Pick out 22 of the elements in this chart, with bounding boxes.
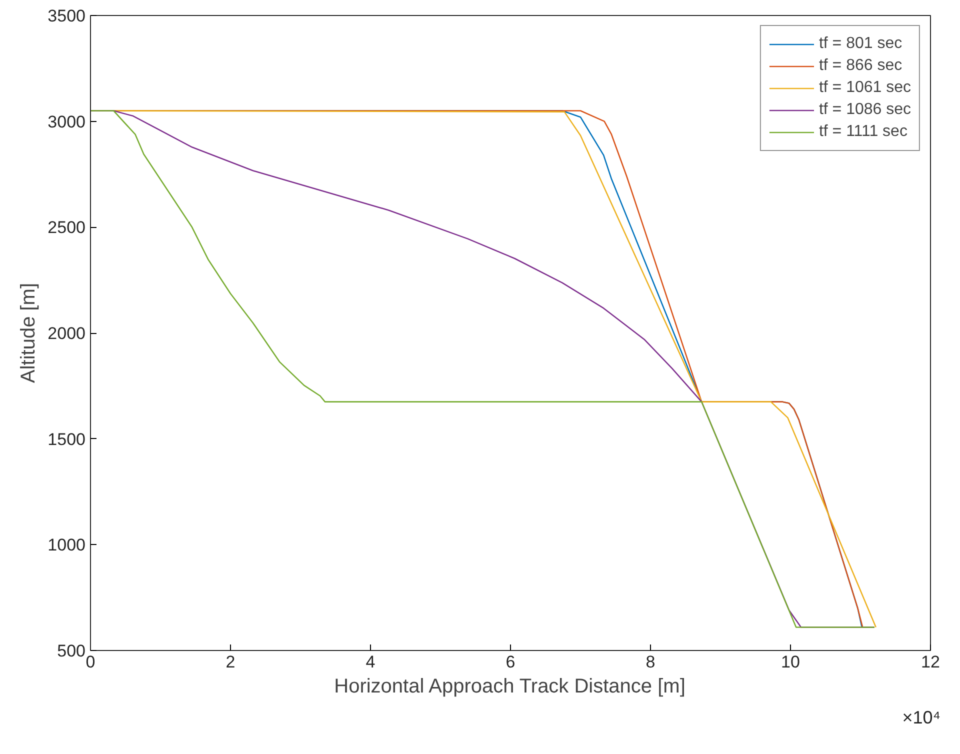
x-tick-label: 10 bbox=[781, 652, 800, 672]
x-axis-title: Horizontal Approach Track Distance [m] bbox=[334, 676, 686, 698]
y-tick-label: 500 bbox=[57, 642, 86, 660]
y-tick-label: 1500 bbox=[48, 430, 86, 449]
y-tick-label: 1000 bbox=[48, 536, 86, 555]
y-tick-label: 2500 bbox=[48, 218, 86, 238]
text: ×10⁴ bbox=[902, 708, 941, 728]
legend-label: tf = 1111 sec bbox=[818, 123, 908, 141]
x-tick-label: 8 bbox=[646, 652, 656, 672]
x-tick-label: 0 bbox=[86, 652, 96, 672]
y-axis-title: Altitude [m] bbox=[18, 282, 40, 384]
x-tick-label: 2 bbox=[226, 652, 236, 672]
legend-label: tf = 1086 sec bbox=[818, 101, 911, 119]
x-tick-label: 6 bbox=[506, 652, 516, 672]
y-tick-label: 3500 bbox=[48, 6, 86, 26]
x-tick-label: 4 bbox=[366, 652, 376, 672]
legend-label: tf = 866 sec bbox=[818, 57, 902, 75]
y-tick-label: 3000 bbox=[48, 112, 86, 132]
legend-label: tf = 801 sec bbox=[818, 35, 902, 53]
x-tick-label: 12 bbox=[921, 652, 940, 672]
y-tick-label: 2000 bbox=[48, 324, 86, 343]
legend-label: tf = 1061 sec bbox=[818, 79, 911, 97]
